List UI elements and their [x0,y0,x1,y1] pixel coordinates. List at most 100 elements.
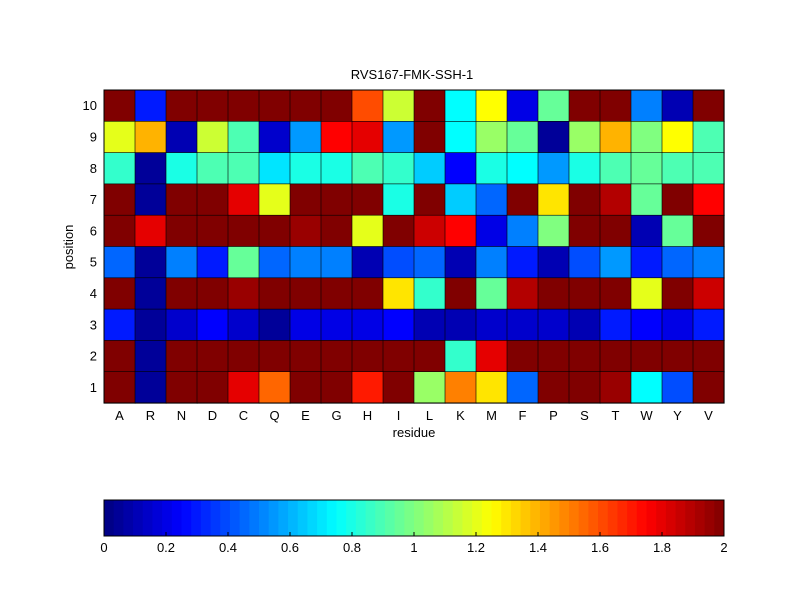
heatmap-cell-6-V [692,214,725,248]
heatmap-cell-2-P [537,340,570,373]
heatmap-cell-5-T [599,246,632,279]
heatmap-cell-6-L [413,214,446,248]
heatmap-cell-2-G [320,340,353,373]
x-tick-label: H [363,408,372,423]
heatmap-cell-2-S [568,340,601,373]
heatmap-cell-5-E [289,246,322,279]
heatmap-cell-9-R [134,121,167,154]
heatmap-cell-9-K [444,121,477,154]
heatmap-cell-9-M [475,121,508,154]
heatmap-cell-2-R [134,340,167,373]
colorbar-segment [714,500,725,536]
heatmap-cell-5-K [444,246,477,279]
heatmap-cell-4-P [537,277,570,310]
heatmap-cell-1-R [134,371,167,404]
heatmap-cell-6-F [506,214,539,248]
heatmap-cell-1-Q [258,371,291,404]
colorbar-segment [336,500,347,536]
x-tick-label: V [704,408,713,423]
heatmap-cell-2-T [599,340,632,373]
colorbar-segment [520,500,531,536]
heatmap-cell-6-S [568,214,601,248]
colorbar-segment [200,500,212,536]
x-tick-label: W [640,408,653,423]
heatmap-cell-6-K [444,214,477,248]
heatmap-cell-9-Q [258,121,291,154]
colorbar-segment [394,500,405,536]
heatmap-cell-7-C [227,183,260,216]
heatmap-cell-10-K [444,89,477,122]
heatmap-cells [103,89,725,404]
heatmap-cell-7-A [103,183,136,216]
heatmap-cell-10-R [134,89,167,122]
heatmap-cell-8-L [413,152,446,185]
colorbar-segment [278,500,289,536]
heatmap-cell-10-D [196,89,229,122]
heatmap-cell-10-N [165,89,198,122]
colorbar-segment [365,500,376,536]
heatmap-cell-8-A [103,152,136,185]
colorbar-segment [656,500,667,536]
colorbar-segment [549,500,560,536]
heatmap-cell-3-M [475,308,508,342]
colorbar-segment [404,500,415,536]
heatmap-cell-2-N [165,340,198,373]
heatmap-cell-2-W [630,340,663,373]
heatmap-cell-4-Y [661,277,694,310]
colorbar-tick-label: 1.8 [653,540,671,555]
colorbar-segment [617,500,628,536]
heatmap-cell-1-M [475,371,508,404]
colorbar-segment [229,500,241,536]
heatmap-cell-9-L [413,121,446,154]
heatmap-cell-7-F [506,183,539,216]
heatmap-cell-3-P [537,308,570,342]
heatmap-cell-5-D [196,246,229,279]
y-tick-labels: 10 9 8 7 6 5 4 3 2 1 [83,98,97,395]
heatmap-cell-7-W [630,183,663,216]
heatmap-cell-3-D [196,308,229,342]
heatmap-cell-1-A [103,371,136,404]
colorbar-segment [113,500,124,536]
colorbar-segment [598,500,609,536]
heatmap-cell-9-I [382,121,415,154]
colorbar-segment [268,500,279,536]
plot-frame [103,89,725,404]
heatmap-cell-3-E [289,308,322,342]
x-tick-label: I [397,408,401,423]
heatmap-cell-7-R [134,183,167,216]
heatmap-cell-3-H [351,308,384,342]
heatmap-cell-10-E [289,89,322,122]
heatmap-cell-6-M [475,214,508,248]
heatmap-cell-3-T [599,308,632,342]
heatmap-cell-1-D [196,371,229,404]
heatmap-cell-2-F [506,340,539,373]
heatmap-cell-7-P [537,183,570,216]
heatmap-cell-7-L [413,183,446,216]
colorbar-segment [355,500,367,536]
x-tick-label: G [331,408,341,423]
heatmap-cell-10-L [413,89,446,122]
colorbar-segment [181,500,192,536]
colorbar-segment [210,500,221,536]
colorbar-segment [530,500,541,536]
heatmap-cell-8-K [444,152,477,185]
colorbar-segment [414,500,425,536]
heatmap-cell-4-L [413,277,446,310]
colorbar-segment [510,500,522,536]
heatmap-cell-2-A [103,340,136,373]
heatmap-cell-10-I [382,89,415,122]
colorbar-segment [152,500,163,536]
heatmap-cell-8-H [351,152,384,185]
heatmap-cell-7-V [692,183,725,216]
heatmap-cell-3-C [227,308,260,342]
x-tick-label: K [456,408,465,423]
colorbar-segment [191,500,202,536]
heatmap-cell-6-T [599,214,632,248]
x-tick-label: D [208,408,217,423]
heatmap-cell-4-M [475,277,508,310]
heatmap-cell-8-F [506,152,539,185]
heatmap-cell-2-H [351,340,384,373]
colorbar-segment [326,500,337,536]
heatmap-cell-5-R [134,246,167,279]
heatmap-cell-7-K [444,183,477,216]
